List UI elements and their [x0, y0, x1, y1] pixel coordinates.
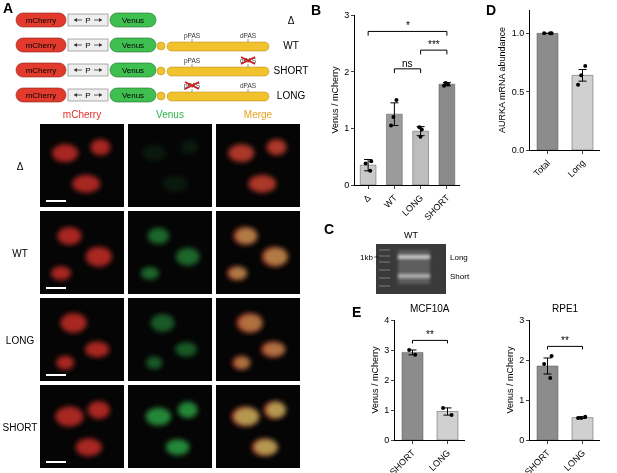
svg-text:Merge: Merge	[244, 109, 273, 120]
svg-text:mCherry: mCherry	[63, 109, 101, 120]
svg-text:3: 3	[519, 315, 524, 325]
svg-text:1kb: 1kb	[360, 253, 373, 262]
svg-text:Δ: Δ	[288, 15, 295, 26]
svg-text:LONG: LONG	[427, 448, 452, 473]
svg-text:RPE1: RPE1	[552, 303, 579, 314]
svg-text:1.0: 1.0	[512, 28, 525, 38]
svg-text:WT: WT	[382, 192, 399, 209]
svg-text:LONG: LONG	[400, 193, 425, 218]
svg-text:B: B	[311, 2, 321, 18]
svg-text:Venus / mCherry: Venus / mCherry	[370, 346, 380, 414]
svg-text:mCherry: mCherry	[26, 66, 57, 75]
svg-text:Venus: Venus	[122, 41, 144, 50]
svg-text:0: 0	[519, 435, 524, 445]
svg-text:pPAS: pPAS	[184, 32, 201, 40]
svg-text:dPAS: dPAS	[240, 57, 257, 64]
svg-text:LONG: LONG	[277, 90, 306, 101]
svg-text:Δ: Δ	[361, 193, 372, 204]
svg-text:P: P	[85, 91, 90, 100]
svg-text:P: P	[85, 66, 90, 75]
svg-text:1: 1	[344, 123, 349, 133]
svg-text:LONG: LONG	[6, 335, 35, 346]
svg-text:A: A	[3, 0, 13, 16]
svg-text:Venus / mCherry: Venus / mCherry	[330, 66, 340, 134]
svg-text:Venus: Venus	[156, 109, 184, 120]
svg-text:2: 2	[519, 355, 524, 365]
svg-text:2: 2	[344, 67, 349, 77]
svg-text:SHORT: SHORT	[3, 422, 38, 433]
svg-text:1: 1	[519, 395, 524, 405]
svg-text:mCherry: mCherry	[26, 91, 57, 100]
svg-text:3: 3	[384, 345, 389, 355]
svg-text:Long: Long	[450, 253, 468, 262]
svg-text:4: 4	[384, 315, 389, 325]
svg-text:*: *	[406, 20, 410, 31]
svg-text:LONG: LONG	[562, 448, 587, 473]
svg-text:WT: WT	[283, 40, 299, 51]
svg-text:**: **	[561, 335, 569, 346]
svg-text:0.0: 0.0	[512, 145, 525, 155]
svg-text:***: ***	[428, 39, 440, 50]
svg-text:SHORT: SHORT	[422, 192, 452, 222]
svg-text:Venus: Venus	[122, 16, 144, 25]
svg-text:0.5: 0.5	[512, 87, 525, 97]
svg-text:SHORT: SHORT	[388, 447, 418, 473]
svg-text:pPAS: pPAS	[184, 57, 201, 65]
svg-text:E: E	[352, 304, 361, 320]
svg-text:Venus: Venus	[122, 91, 144, 100]
svg-text:dPAS: dPAS	[240, 82, 257, 89]
svg-text:mCherry: mCherry	[26, 16, 57, 25]
svg-text:2: 2	[384, 375, 389, 385]
svg-text:dPAS: dPAS	[240, 32, 257, 39]
svg-text:0: 0	[344, 180, 349, 190]
svg-text:Venus / mCherry: Venus / mCherry	[505, 346, 515, 414]
svg-text:Long: Long	[566, 158, 587, 179]
svg-text:Short: Short	[450, 272, 470, 281]
svg-text:0: 0	[384, 435, 389, 445]
svg-text:AURKA mRNA abundance: AURKA mRNA abundance	[497, 27, 507, 133]
svg-text:Total: Total	[532, 158, 553, 179]
svg-text:pPAS: pPAS	[184, 82, 201, 90]
svg-text:ns: ns	[402, 58, 413, 69]
svg-text:mCherry: mCherry	[26, 41, 57, 50]
svg-text:Δ: Δ	[17, 161, 24, 172]
svg-text:WT: WT	[12, 248, 28, 259]
svg-text:P: P	[85, 41, 90, 50]
svg-text:SHORT: SHORT	[274, 65, 309, 76]
svg-text:MCF10A: MCF10A	[410, 303, 450, 314]
svg-text:C: C	[324, 221, 334, 237]
svg-text:D: D	[486, 2, 496, 18]
svg-text:Venus: Venus	[122, 66, 144, 75]
svg-text:3: 3	[344, 10, 349, 20]
svg-text:P: P	[85, 16, 90, 25]
svg-text:1: 1	[384, 405, 389, 415]
svg-text:**: **	[426, 329, 434, 340]
svg-text:WT: WT	[404, 230, 418, 240]
svg-text:SHORT: SHORT	[523, 447, 553, 473]
